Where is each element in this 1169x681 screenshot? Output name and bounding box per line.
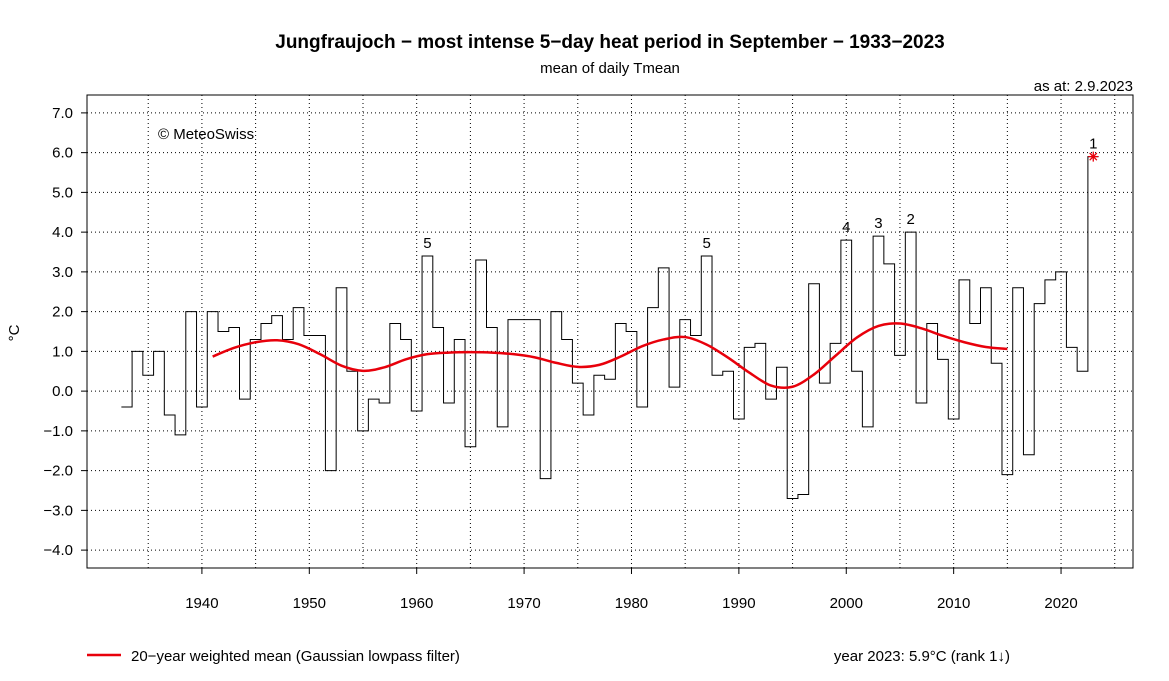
rank-label: 2 [907, 211, 915, 228]
y-tick-label: −3.0 [43, 502, 73, 519]
x-tick-label: 2000 [830, 595, 863, 612]
y-tick-label: 0.0 [52, 383, 73, 400]
rank-label: 5 [702, 235, 710, 252]
grid-lines [87, 95, 1133, 568]
x-tick-label: 1950 [293, 595, 326, 612]
y-tick-label: −1.0 [43, 423, 73, 440]
x-tick-label: 1970 [507, 595, 540, 612]
footer-note: year 2023: 5.9°C (rank 1↓) [834, 648, 1010, 665]
rank-label: 1 [1089, 136, 1097, 153]
y-axis-label: °C [6, 324, 23, 341]
annual-value-step-line [121, 156, 1099, 499]
annual-value-marks [121, 157, 1098, 499]
x-tick-label: 1990 [722, 595, 755, 612]
y-tick-label: 5.0 [52, 184, 73, 201]
y-tick-label: 1.0 [52, 343, 73, 360]
highlight-2023 [1088, 151, 1099, 162]
x-tick-label: 1940 [185, 595, 218, 612]
rank-label: 3 [874, 215, 882, 232]
axes: 7.0 6.0 5.0 4.0 3.0 2.0 1.0 0.0 −1.0 −2.0 −3.0 −4.0… [43, 94, 1134, 612]
y-tick-label: 6.0 [52, 145, 73, 162]
rank-label: 5 [423, 235, 431, 252]
x-tick-label: 1980 [615, 595, 648, 612]
y-tick-label: 2.0 [52, 304, 73, 321]
gaussian-mean-line [212, 322, 1008, 390]
x-tick-label: 2010 [937, 595, 970, 612]
rank-labels: 1 2 3 4 5 5 [423, 136, 1097, 252]
legend-label: 20−year weighted mean (Gaussian lowpass … [131, 648, 460, 665]
x-tick-label: 2020 [1044, 595, 1077, 612]
y-tick-label: 7.0 [52, 105, 73, 122]
x-tick-label: 1960 [400, 595, 433, 612]
y-tick-label: 4.0 [52, 224, 73, 241]
rank-label: 4 [842, 219, 850, 236]
as-at-date: as at: 2.9.2023 [1034, 78, 1133, 95]
chart-subtitle: mean of daily Tmean [540, 60, 680, 77]
y-tick-label: 3.0 [52, 264, 73, 281]
y-tick-label: −4.0 [43, 542, 73, 559]
chart-title: Jungfraujoch − most intense 5−day heat p… [275, 32, 944, 53]
y-tick-label: −2.0 [43, 463, 73, 480]
copyright-label: © MeteoSwiss [158, 126, 254, 143]
plot-frame [86, 94, 1134, 569]
highlight-asterisk [1088, 151, 1099, 162]
